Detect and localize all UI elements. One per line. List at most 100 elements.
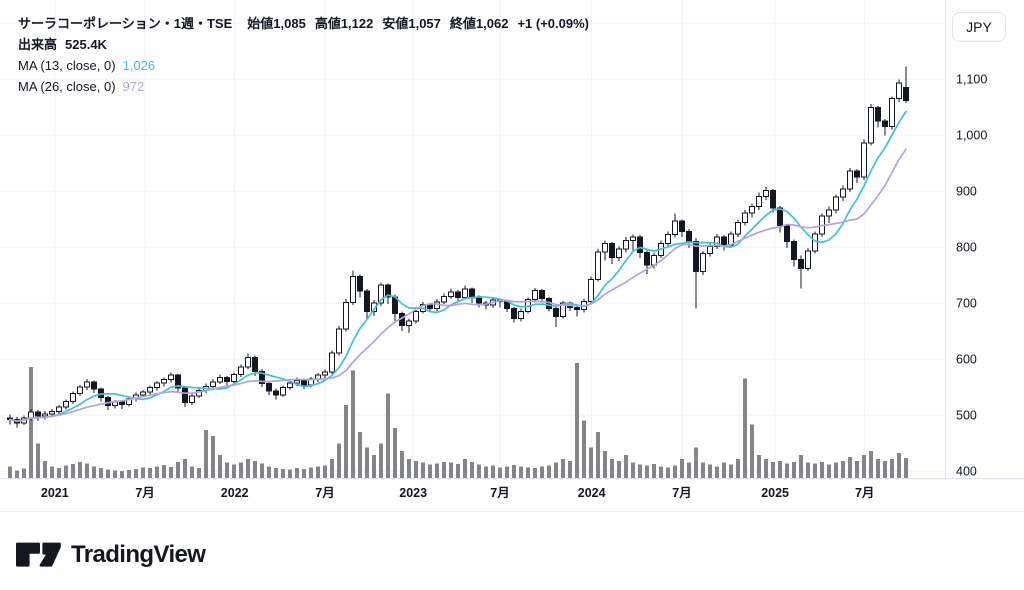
volume-bar [344,405,348,478]
candle-body-up [756,196,762,208]
candle-body-up [462,288,468,298]
candle-body-up [28,411,34,419]
volume-bar [729,464,733,478]
volume-bar [589,447,593,478]
candle-body-up [833,196,839,211]
volume-bar [260,463,264,478]
candle-body-up [84,381,90,388]
volume-bar [225,462,229,478]
candle-body-up [161,379,167,384]
y-axis-label: 800 [956,241,977,255]
ohlc-high: 高値1,122 [314,16,374,31]
volume-bar [547,465,551,478]
candle-body-down [511,308,517,320]
candle-body-up [896,82,902,100]
volume-bar [309,467,313,478]
candle-body-down [385,284,391,298]
volume-bar [687,462,691,478]
candle-body-up [245,356,251,368]
volume-bar [414,460,418,478]
volume-bar [757,455,761,478]
candle-body-up [749,206,755,214]
volume-bar [15,470,19,478]
volume-bar [71,464,75,478]
volume-bar [407,458,411,478]
volume-bar [582,420,586,478]
volume-bar [652,464,656,478]
volume-bar [477,464,481,478]
candle-body-down [301,379,307,386]
tradingview-logo-icon[interactable] [14,540,62,570]
volume-bar [232,464,236,478]
candle-body-up [735,221,741,235]
volume-bar [540,466,544,478]
candle-body-up [406,320,412,326]
volume-bar [645,465,649,478]
volume-bar [169,466,173,478]
candle-body-up [378,284,384,304]
y-axis-label: 600 [956,353,977,367]
candle-body-up [217,376,223,383]
volume-bar [22,468,26,478]
volume-bar [890,458,894,478]
legend-title-row[interactable]: サーラコーポレーション・1週・TSE 始値1,085 高値1,122 安値1,057 終… [18,13,589,34]
volume-value: 525.4K [65,37,107,52]
volume-bar [253,460,257,478]
candle-body-up [413,310,419,322]
candle-body-up [343,301,349,330]
volume-bar [659,466,663,478]
candle-body-up [700,253,706,273]
price-chart-canvas[interactable]: 400 500 600 700 800 900 1,000 1,100 2021 7月 2022 7月… [0,0,1024,512]
volume-bar [211,435,215,478]
y-axis-label: 1,100 [956,73,987,87]
legend-volume-row[interactable]: 出来高 525.4K [18,34,589,55]
candle-body-up [623,239,629,250]
x-axis-label: 7月 [855,486,874,500]
volume-bar [736,458,740,478]
volume-bar [834,462,838,478]
volume-bar [330,458,334,478]
volume-bar [183,458,187,478]
x-axis-label: 2025 [761,486,789,500]
volume-bar [386,393,390,478]
volume-bar [442,461,446,478]
candle-body-up [518,310,524,320]
volume-bar [92,466,96,478]
y-axis-label: 1,000 [956,129,987,143]
volume-bar [428,464,432,478]
candle-body-up [805,250,811,269]
candle-body-up [588,278,594,302]
volume-bar [792,461,796,478]
candle-body-up [210,381,216,387]
candle-body-down [770,189,776,209]
x-axis-label: 2021 [41,486,69,500]
volume-bar [57,468,61,478]
volume-bar [155,466,159,478]
volume-bar [400,451,404,478]
volume-bar [134,468,138,478]
candle-body-down [252,356,258,372]
currency-button[interactable]: JPY [952,12,1006,42]
legend-ma26-row[interactable]: MA (26, close, 0) 972 [18,76,589,97]
candle-body-down [273,390,279,396]
volume-bar [379,443,383,478]
volume-bar [323,465,327,478]
volume-bar [162,464,166,478]
legend-ma13-row[interactable]: MA (13, close, 0) 1,026 [18,55,589,76]
tradingview-brand-text[interactable]: TradingView [71,541,206,568]
volume-bar [218,455,222,478]
volume-bar [813,463,817,478]
ma13-line [9,110,907,423]
volume-bar [785,463,789,478]
candle-body-up [595,251,601,280]
volume-bar [708,464,712,478]
candle-body-down [574,306,580,311]
candle-body-down [721,236,727,246]
candle-body-up [231,374,237,382]
volume-bar [750,424,754,478]
volume-bar [617,460,621,478]
volume-bar [463,458,467,478]
volume-bar [484,466,488,478]
volume-bar [78,461,82,478]
symbol-title: サーラコーポレーション・1週・TSE [18,16,233,31]
